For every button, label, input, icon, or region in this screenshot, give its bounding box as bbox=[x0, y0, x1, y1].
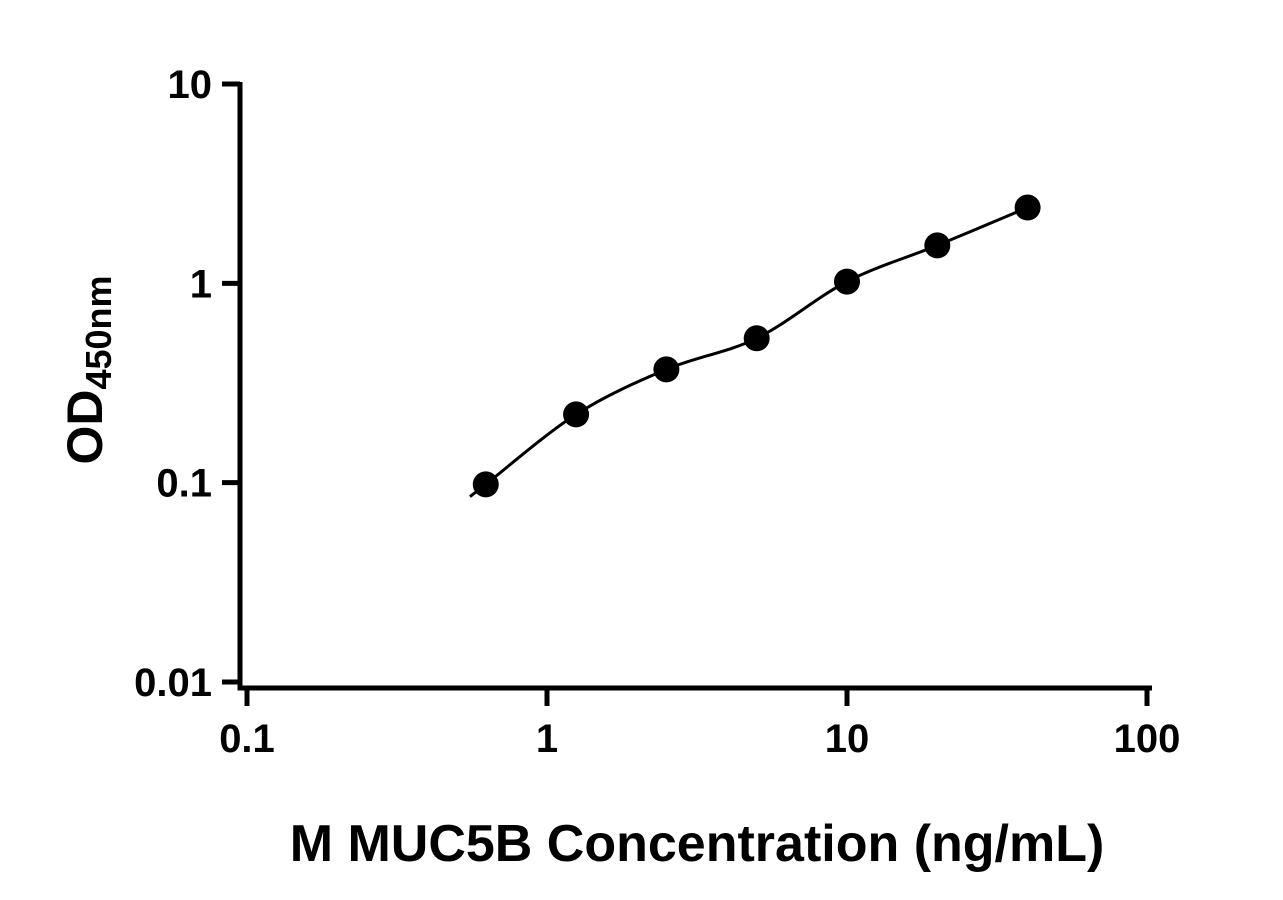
data-point bbox=[653, 356, 680, 383]
x-tick-label: 100 bbox=[1114, 717, 1181, 761]
data-point bbox=[1014, 194, 1041, 221]
y-axis-title: OD450nm bbox=[56, 275, 119, 465]
y-tick-label: 10 bbox=[168, 63, 213, 107]
y-tick-label: 0.01 bbox=[134, 661, 212, 705]
y-tick-label: 0.1 bbox=[156, 462, 212, 506]
y-axis-title-subscript: 450nm bbox=[78, 275, 119, 390]
data-point bbox=[563, 401, 590, 428]
x-axis-title: M MUC5B Concentration (ng/mL) bbox=[289, 815, 1105, 873]
y-tick-label: 1 bbox=[190, 262, 212, 306]
data-point bbox=[924, 232, 951, 259]
x-tick-label: 1 bbox=[536, 717, 558, 761]
data-point bbox=[743, 325, 770, 352]
x-tick-label: 10 bbox=[825, 717, 870, 761]
y-axis-title-main: OD bbox=[57, 389, 113, 465]
x-tick-label: 0.1 bbox=[219, 717, 275, 761]
data-point bbox=[834, 268, 860, 295]
data-point bbox=[472, 471, 499, 498]
